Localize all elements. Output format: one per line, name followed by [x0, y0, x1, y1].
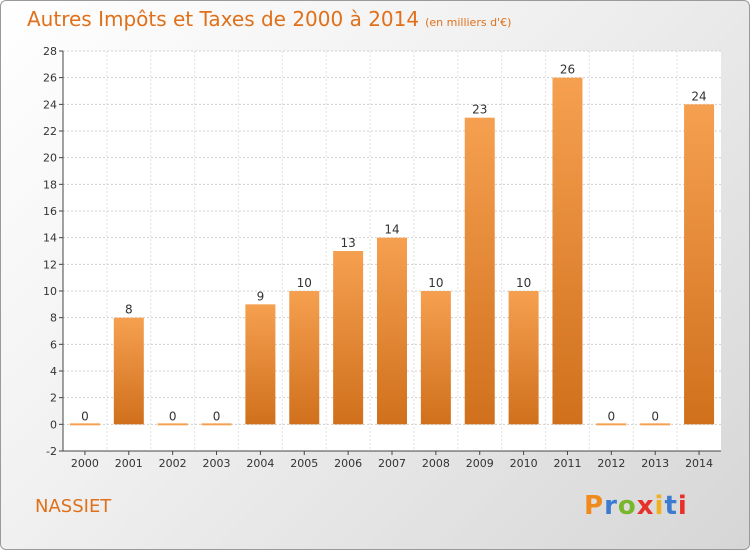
bar-2003	[201, 423, 232, 426]
data-label: 24	[691, 89, 706, 103]
x-tick-label: 2010	[510, 457, 538, 470]
x-tick-label: 2004	[246, 457, 274, 470]
chart-title-text: Autres Impôts et Taxes de 2000 à 2014	[27, 7, 420, 31]
y-tick-label: 26	[43, 72, 57, 85]
y-tick-label: 8	[50, 312, 57, 325]
x-tick-label: 2013	[641, 457, 669, 470]
y-tick-label: 20	[43, 152, 57, 165]
bar-2001	[113, 317, 144, 425]
bar-2009	[464, 117, 495, 425]
proxiti-logo: Proxiti	[584, 491, 688, 521]
data-label: 0	[169, 409, 177, 423]
bar-2010	[508, 291, 539, 425]
data-label: 0	[651, 409, 659, 423]
x-tick-label: 2012	[597, 457, 625, 470]
x-tick-label: 2006	[334, 457, 362, 470]
y-tick-label: 22	[43, 125, 57, 138]
data-label: 14	[384, 223, 399, 237]
logo-letter: o	[617, 491, 637, 521]
x-tick-label: 2014	[685, 457, 713, 470]
x-tick-label: 2002	[159, 457, 187, 470]
bar-2012	[596, 423, 627, 426]
y-tick-label: 0	[50, 418, 57, 431]
y-tick-label: 18	[43, 178, 57, 191]
data-label: 0	[213, 409, 221, 423]
x-tick-label: 2001	[115, 457, 143, 470]
x-tick-label: 2007	[378, 457, 406, 470]
logo-letter: t	[664, 491, 678, 521]
bar-2013	[640, 423, 671, 426]
data-label: 26	[560, 63, 575, 77]
data-label: 9	[257, 289, 265, 303]
x-tick-label: 2003	[203, 457, 231, 470]
y-tick-label: 4	[50, 365, 57, 378]
data-label: 13	[340, 236, 355, 250]
y-tick-label: 2	[50, 392, 57, 405]
logo-letter: i	[654, 491, 665, 521]
bar-2002	[157, 423, 188, 426]
y-tick-label: 14	[43, 232, 57, 245]
x-tick-label: 2005	[290, 457, 318, 470]
x-tick-label: 2009	[466, 457, 494, 470]
logo-letter: x	[636, 491, 655, 521]
data-label: 10	[297, 276, 312, 290]
bar-2011	[552, 77, 583, 425]
data-label: 0	[608, 409, 616, 423]
y-tick-label: -2	[46, 445, 57, 458]
bar-2007	[377, 237, 407, 425]
data-label: 8	[125, 303, 133, 317]
bar-2006	[333, 251, 364, 425]
chart-title: Autres Impôts et Taxes de 2000 à 2014 (en…	[27, 7, 511, 31]
data-label: 10	[516, 276, 531, 290]
y-tick-label: 28	[43, 45, 57, 58]
x-tick-label: 2000	[71, 457, 99, 470]
chart-subtitle: (en milliers d'€)	[425, 16, 512, 29]
logo-letter: P	[584, 491, 605, 521]
y-tick-label: 10	[43, 285, 57, 298]
y-tick-label: 16	[43, 205, 57, 218]
data-label: 23	[472, 103, 487, 117]
x-tick-label: 2011	[553, 457, 581, 470]
logo-letter: r	[604, 491, 618, 521]
bar-2008	[420, 291, 451, 425]
bar-2005	[289, 291, 320, 425]
bar-2014	[684, 104, 715, 425]
data-label: 0	[81, 409, 89, 423]
bar-2000	[69, 423, 100, 426]
bar-2004	[245, 304, 276, 425]
logo-letter: i	[677, 491, 688, 521]
commune-name: NASSIET	[35, 496, 112, 517]
y-tick-label: 12	[43, 258, 57, 271]
y-tick-label: 24	[43, 98, 57, 111]
x-tick-label: 2008	[422, 457, 450, 470]
y-tick-label: 6	[50, 338, 57, 351]
data-label: 10	[428, 276, 443, 290]
